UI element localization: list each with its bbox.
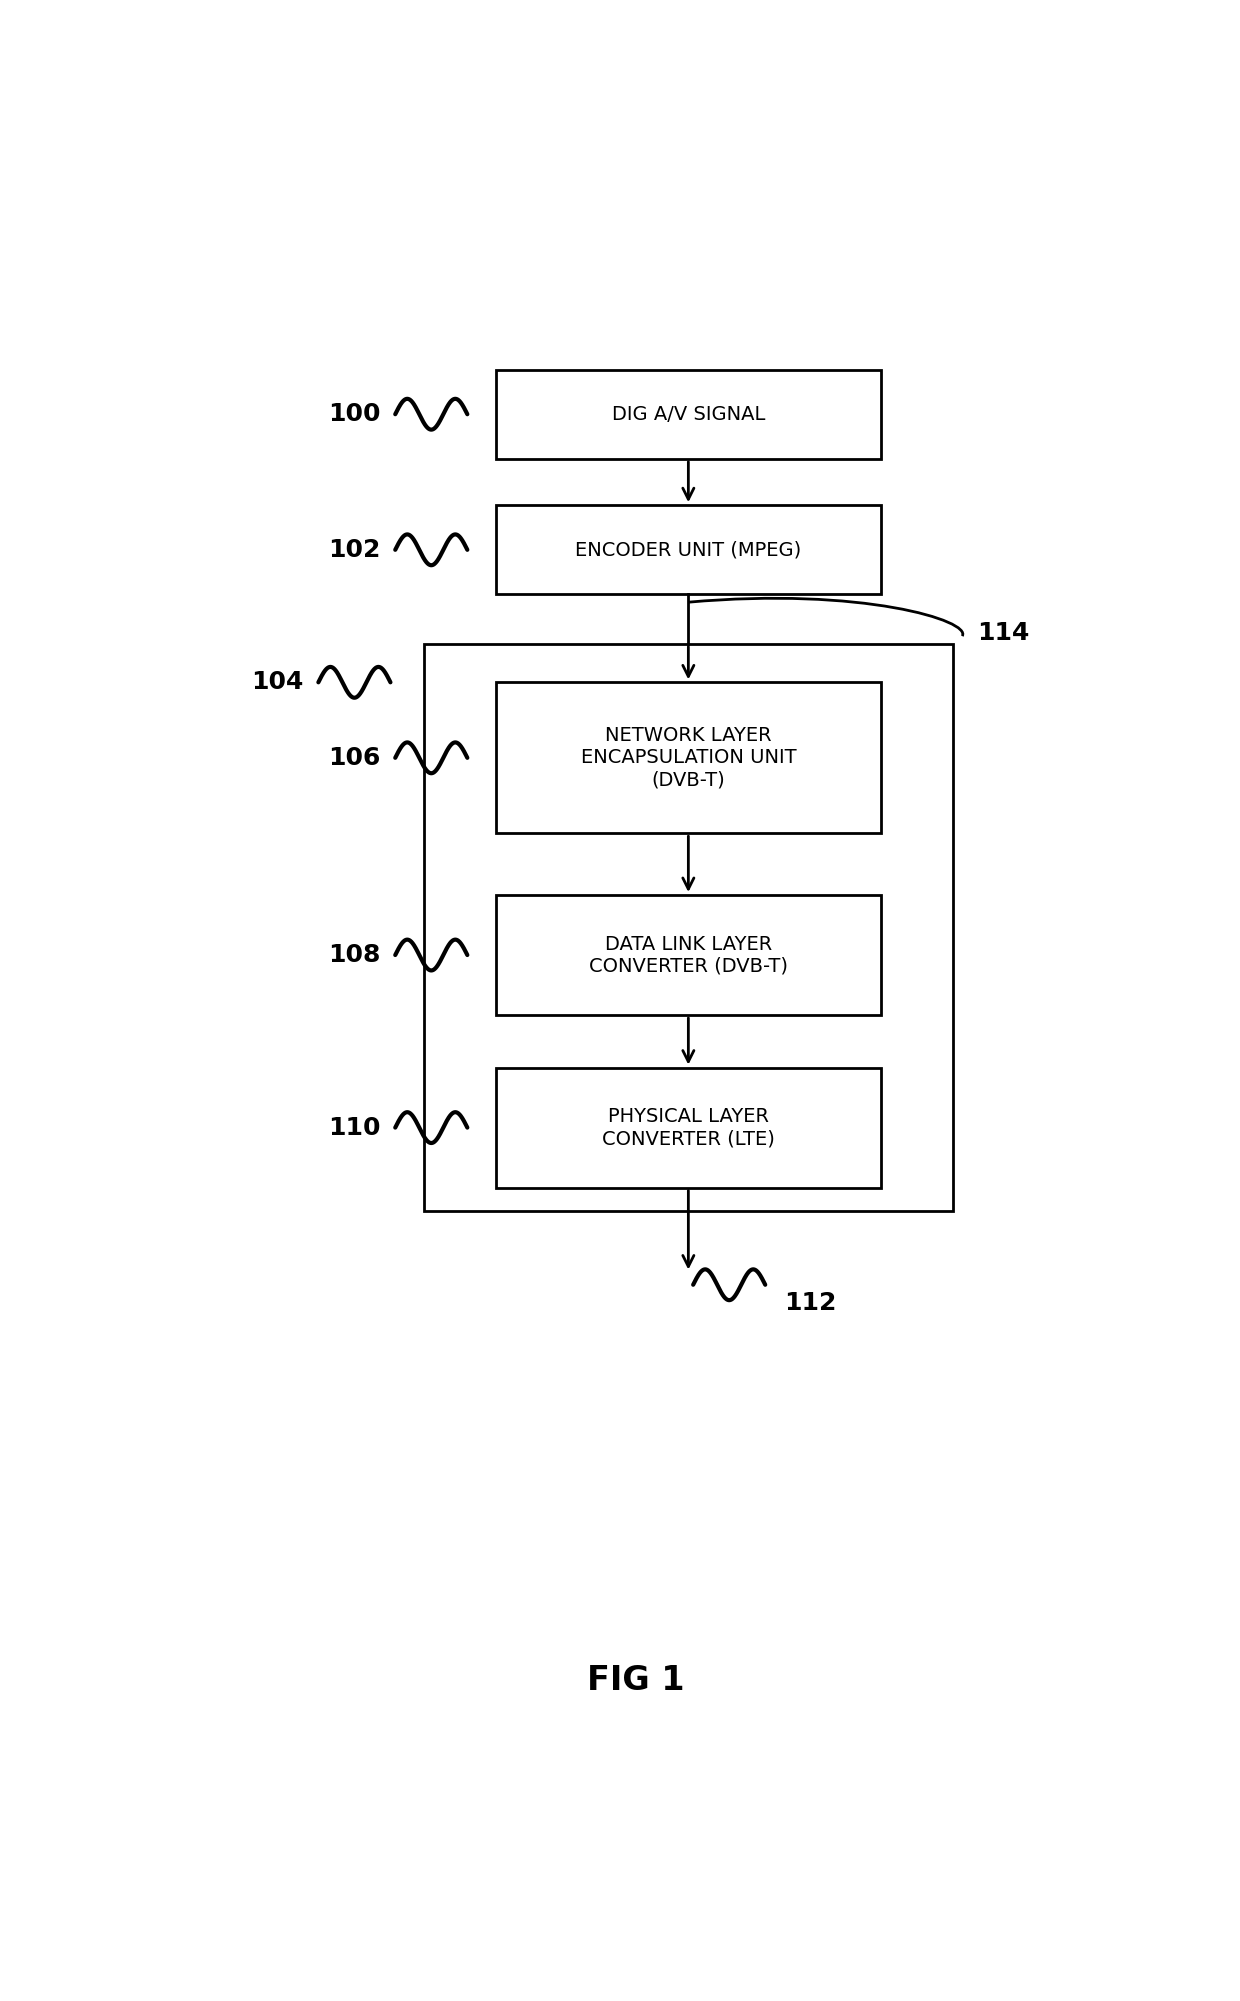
Text: 108: 108 [329, 942, 381, 966]
Text: 110: 110 [329, 1117, 381, 1141]
Text: 100: 100 [329, 402, 381, 426]
Text: PHYSICAL LAYER
CONVERTER (LTE): PHYSICAL LAYER CONVERTER (LTE) [601, 1107, 775, 1149]
Text: 102: 102 [329, 538, 381, 562]
Bar [496, 1067, 880, 1189]
Text: 106: 106 [329, 746, 381, 770]
Text: 104: 104 [252, 670, 304, 694]
Bar [496, 504, 880, 594]
Text: 112: 112 [785, 1291, 837, 1315]
Bar [496, 682, 880, 832]
Bar [496, 894, 880, 1015]
Text: ENCODER UNIT (MPEG): ENCODER UNIT (MPEG) [575, 540, 801, 560]
Text: 114: 114 [977, 620, 1029, 644]
Bar [424, 644, 952, 1211]
Text: NETWORK LAYER
ENCAPSULATION UNIT
(DVB-T): NETWORK LAYER ENCAPSULATION UNIT (DVB-T) [580, 726, 796, 788]
Text: DIG A/V SIGNAL: DIG A/V SIGNAL [611, 404, 765, 424]
Bar [496, 370, 880, 458]
Text: FIG 1: FIG 1 [587, 1665, 684, 1697]
Text: DATA LINK LAYER
CONVERTER (DVB-T): DATA LINK LAYER CONVERTER (DVB-T) [589, 934, 787, 976]
